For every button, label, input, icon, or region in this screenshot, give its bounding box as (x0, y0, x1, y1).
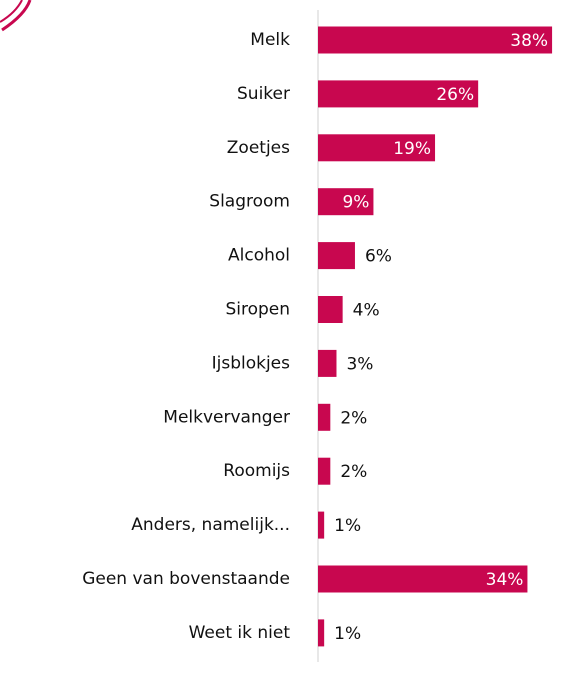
bar (318, 457, 331, 485)
bar (318, 565, 528, 593)
value-label: 9% (342, 193, 369, 213)
category-label: Alcohol (228, 246, 290, 266)
category-label: Slagroom (209, 192, 290, 212)
category-label: Melk (250, 30, 290, 50)
category-label: Melkvervanger (163, 407, 290, 427)
bar (318, 619, 325, 647)
logo (0, 0, 23, 23)
category-label: Roomijs (223, 461, 290, 481)
value-label: 1% (334, 624, 361, 644)
value-label: 19% (393, 139, 431, 159)
bar (318, 80, 479, 108)
value-label: 2% (340, 462, 367, 482)
value-label: 4% (353, 301, 380, 321)
category-label: Suiker (237, 84, 290, 104)
bar (318, 511, 325, 539)
value-label: 1% (334, 516, 361, 536)
category-label: Ijsblokjes (212, 353, 291, 373)
bar (318, 134, 436, 162)
value-label: 34% (486, 570, 524, 590)
value-label: 2% (340, 408, 367, 428)
bar (318, 349, 337, 377)
category-label: Geen van bovenstaande (82, 569, 290, 589)
bar (318, 403, 331, 431)
category-label: Weet ik niet (189, 623, 291, 643)
logo (1, 0, 32, 32)
category-label: Siropen (225, 300, 290, 320)
value-label: 38% (510, 31, 548, 51)
value-label: 3% (346, 354, 373, 374)
value-label: 6% (365, 247, 392, 267)
value-label: 26% (436, 85, 474, 105)
category-label: Zoetjes (227, 138, 290, 158)
bar (318, 296, 343, 323)
bar (318, 242, 355, 270)
bar (318, 26, 553, 54)
category-label: Anders, namelijk... (131, 515, 290, 535)
bar (318, 188, 374, 216)
